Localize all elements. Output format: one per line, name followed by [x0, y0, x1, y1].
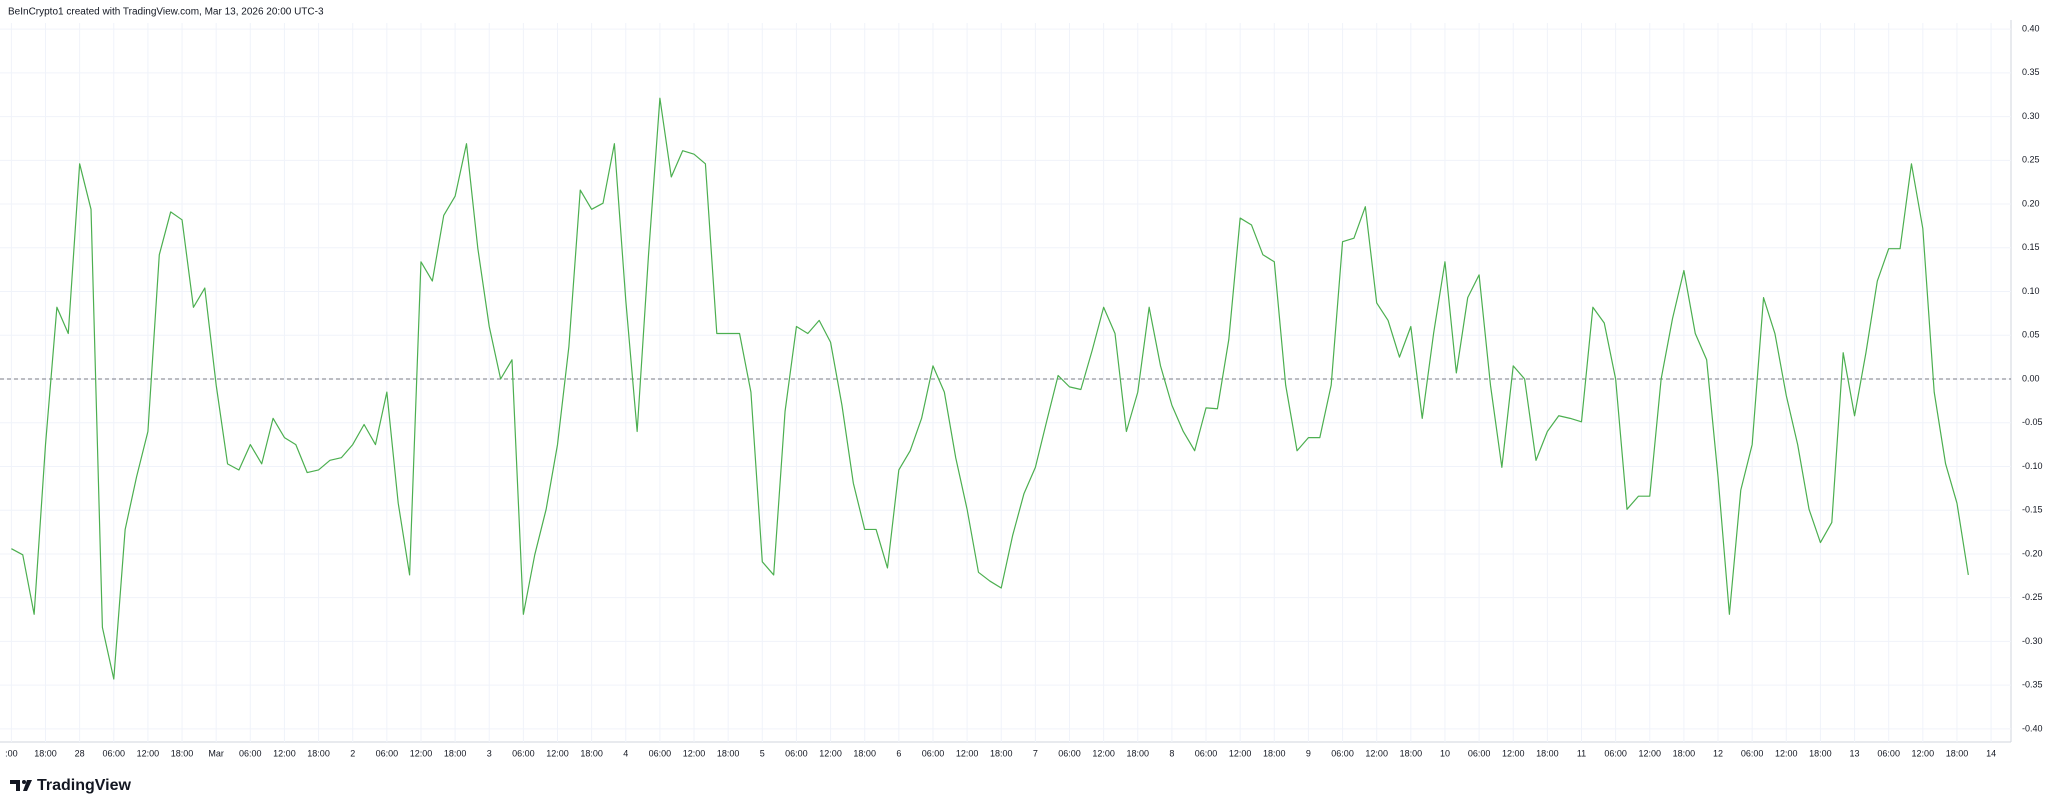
x-tick-label: 12:00 — [1092, 748, 1115, 758]
logo-mark — [22, 780, 26, 784]
x-tick-label: 6 — [896, 748, 901, 758]
x-tick-label: 12:00 — [1365, 748, 1388, 758]
y-tick-label: -0.05 — [2022, 417, 2043, 427]
x-tick-label: 12:00 — [1229, 748, 1252, 758]
x-tick-label: Mar — [208, 748, 224, 758]
x-tick-label: 18:00 — [171, 748, 194, 758]
x-tick-label: 06:00 — [922, 748, 945, 758]
x-tick-label: 13 — [1850, 748, 1860, 758]
x-tick-label: 12:00 — [956, 748, 979, 758]
y-tick-label: 0.20 — [2022, 198, 2040, 208]
x-tick-label: 12:00 — [410, 748, 433, 758]
x-tick-label: 12:00 — [683, 748, 706, 758]
x-tick-label: 06:00 — [1741, 748, 1764, 758]
x-tick-label: 7 — [1033, 748, 1038, 758]
x-tick-label: 18:00 — [1400, 748, 1423, 758]
x-tick-label: 12:00 — [546, 748, 569, 758]
x-tick-label: 18:00 — [1673, 748, 1696, 758]
x-tick-label: 06:00 — [239, 748, 262, 758]
x-tick-label: 18:00 — [1809, 748, 1832, 758]
y-tick-label: 0.10 — [2022, 286, 2040, 296]
x-tick-label: 06:00 — [785, 748, 808, 758]
x-tick-label: 18:00 — [580, 748, 603, 758]
y-tick-label: -0.25 — [2022, 592, 2043, 602]
x-tick-label: 18:00 — [307, 748, 330, 758]
x-tick-label: 18:00 — [1126, 748, 1149, 758]
y-tick-label: 0.00 — [2022, 373, 2040, 383]
y-tick-label: -0.20 — [2022, 548, 2043, 558]
x-tick-label: 06:00 — [1877, 748, 1900, 758]
x-tick-label: 12:00 — [1638, 748, 1661, 758]
data-line — [11, 97, 1969, 680]
x-tick-label: :00 — [5, 748, 18, 758]
y-tick-label: -0.10 — [2022, 461, 2043, 471]
x-tick-label: 12:00 — [819, 748, 842, 758]
x-tick-label: 12:00 — [137, 748, 160, 758]
x-tick-label: 9 — [1306, 748, 1311, 758]
y-tick-label: 0.15 — [2022, 242, 2040, 252]
x-tick-label: 8 — [1169, 748, 1174, 758]
brand-name: TradingView — [37, 777, 132, 794]
y-tick-label: -0.30 — [2022, 636, 2043, 646]
x-tick-label: 18:00 — [1263, 748, 1286, 758]
x-tick-label: 18:00 — [990, 748, 1013, 758]
x-tick-label: 06:00 — [103, 748, 126, 758]
x-tick-label: 12 — [1713, 748, 1723, 758]
x-tick-label: 06:00 — [1195, 748, 1218, 758]
x-tick-label: 10 — [1440, 748, 1450, 758]
x-tick-label: 06:00 — [649, 748, 672, 758]
chart-caption: BeInCrypto1 created with TradingView.com… — [8, 7, 324, 18]
x-tick-label: 3 — [487, 748, 492, 758]
brand-logo: TradingView — [10, 777, 132, 794]
x-tick-label: 11 — [1577, 748, 1586, 758]
x-tick-label: 06:00 — [376, 748, 399, 758]
x-tick-label: 14 — [1986, 748, 1996, 758]
x-tick-label: 06:00 — [512, 748, 535, 758]
y-tick-label: 0.30 — [2022, 111, 2040, 121]
x-tick-label: 06:00 — [1604, 748, 1627, 758]
logo-mark — [23, 780, 32, 791]
x-tick-label: 18:00 — [717, 748, 740, 758]
x-tick-label: 18:00 — [1536, 748, 1559, 758]
y-tick-label: 0.40 — [2022, 23, 2040, 33]
x-tick-label: 12:00 — [1912, 748, 1935, 758]
x-tick-label: 06:00 — [1331, 748, 1354, 758]
x-tick-label: 12:00 — [273, 748, 296, 758]
y-tick-label: 0.35 — [2022, 67, 2040, 77]
y-tick-label: -0.15 — [2022, 505, 2043, 515]
x-tick-label: 12:00 — [1775, 748, 1798, 758]
y-tick-label: 0.25 — [2022, 155, 2040, 165]
x-tick-label: 2 — [350, 748, 355, 758]
x-tick-label: 18:00 — [444, 748, 467, 758]
y-tick-label: -0.35 — [2022, 680, 2043, 690]
x-tick-label: 18:00 — [1946, 748, 1969, 758]
x-tick-label: 06:00 — [1058, 748, 1081, 758]
x-tick-label: 18:00 — [34, 748, 57, 758]
x-tick-label: 12:00 — [1502, 748, 1525, 758]
x-tick-label: 06:00 — [1468, 748, 1491, 758]
x-tick-label: 4 — [623, 748, 628, 758]
x-tick-label: 5 — [760, 748, 765, 758]
y-tick-label: 0.05 — [2022, 330, 2040, 340]
logo-mark — [10, 780, 20, 791]
y-tick-label: -0.40 — [2022, 723, 2043, 733]
x-tick-label: 28 — [75, 748, 85, 758]
x-tick-label: 18:00 — [853, 748, 876, 758]
